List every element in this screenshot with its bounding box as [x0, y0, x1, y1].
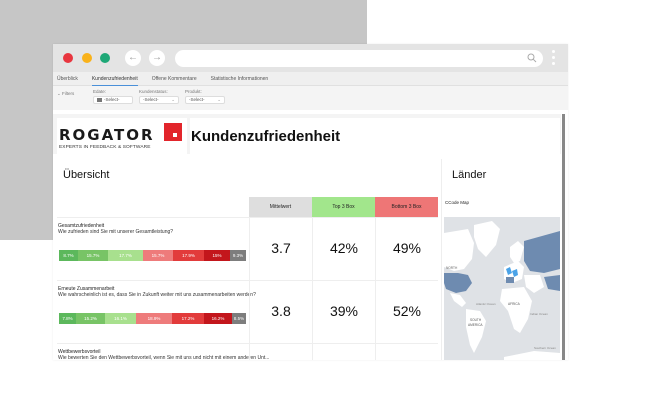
filter-bar: ⌄ Filters Edate: -Select- Kundenstatus: … — [53, 86, 568, 110]
filters-toggle[interactable]: ⌄ Filters — [57, 91, 75, 96]
column-header-top3: Top 3 Box — [312, 197, 375, 217]
filter-label: Edate: — [93, 89, 107, 94]
filter-kundenstatus: Kundenstatus: -Select- ⌄ — [139, 89, 179, 104]
bar-segment: 15.7% — [143, 250, 173, 261]
svg-text:NORTH: NORTH — [446, 266, 458, 270]
edate-input[interactable]: -Select- — [93, 96, 133, 104]
question-title: Gesamtzufriedenheit — [58, 223, 105, 229]
bar-segment: 7.8% — [59, 313, 76, 324]
filter-produkt: Produkt: -Select- ⌄ — [185, 89, 225, 104]
svg-text:SOUTH: SOUTH — [470, 318, 482, 322]
logo-wordmark: ROGATOR — [59, 126, 155, 144]
close-window-button[interactable] — [63, 53, 73, 63]
laender-title: Länder — [452, 169, 487, 181]
table-row: Gesamtzufriedenheit Wie zufrieden sind S… — [57, 217, 438, 281]
arrow-left-icon: ← — [128, 52, 138, 63]
map-label: CCode Map — [445, 200, 470, 205]
overview-panel: Übersicht Mittelwert Top 3 Box Bottom 3 … — [57, 159, 438, 360]
search-icon[interactable] — [527, 53, 537, 63]
bar-segment: 15.7% — [78, 250, 108, 261]
svg-text:AFRICA: AFRICA — [508, 302, 521, 306]
question-text: Wie wahrscheinlich ist es, dass Sie in Z… — [58, 292, 256, 298]
question-title: Wettbewerbsvorteil — [58, 349, 101, 355]
tab-statistische-informationen[interactable]: Statistische Informationen — [210, 75, 269, 82]
world-map-graphic: NORTH Atlantic Ocean AFRICA SOUTH AMERIC… — [444, 221, 560, 360]
svg-text:Indian Ocean: Indian Ocean — [530, 312, 548, 316]
filter-label: Produkt: — [185, 89, 202, 94]
tab-kundenzufriedenheit[interactable]: Kundenzufriedenheit — [91, 72, 138, 86]
logo-tagline: EXPERTS IN FEEDBACK & SOFTWARE — [59, 145, 151, 150]
tab-ueberblick[interactable]: Überblick — [57, 75, 78, 82]
arrow-right-icon: → — [152, 52, 162, 63]
distribution-bar: 7.8% 15.2% 16.1% 18.9% 17.2% 16.2% 8.5% — [59, 313, 246, 324]
minimize-window-button[interactable] — [82, 53, 92, 63]
svg-text:Southern Ocean: Southern Ocean — [534, 346, 556, 350]
scrollbar-thumb[interactable] — [562, 114, 565, 360]
kebab-menu-icon[interactable] — [552, 50, 556, 68]
svg-text:Atlantic Ocean: Atlantic Ocean — [476, 302, 496, 306]
bar-segment: 17.7% — [108, 250, 143, 261]
address-bar[interactable] — [175, 50, 543, 67]
bar-segment: 8.5% — [232, 313, 246, 324]
tab-offene-kommentare[interactable]: Offene Kommentare — [151, 75, 197, 82]
bar-segment: 16.2% — [204, 313, 232, 324]
page-title: Kundenzufriedenheit — [190, 118, 560, 155]
bar-segment: 17.9% — [173, 250, 204, 261]
produkt-select[interactable]: -Select- ⌄ — [185, 96, 225, 104]
logo-square-icon — [164, 123, 182, 141]
maximize-window-button[interactable] — [100, 53, 110, 63]
laender-panel: Länder CCode Map — [441, 159, 561, 360]
bar-segment: 15% — [204, 250, 230, 261]
world-map[interactable]: NORTH Atlantic Ocean AFRICA SOUTH AMERIC… — [444, 217, 560, 360]
question-text: Wie zufrieden sind Sie mit unserer Gesam… — [58, 229, 174, 235]
column-header-bottom3: Bottom 3 Box — [375, 197, 438, 217]
rogator-logo: ROGATOR EXPERTS IN FEEDBACK & SOFTWARE — [57, 118, 187, 155]
dashboard-header: ROGATOR EXPERTS IN FEEDBACK & SOFTWARE K… — [53, 114, 561, 155]
kundenstatus-select[interactable]: -Select- ⌄ — [139, 96, 179, 104]
tab-bar: Überblick Kundenzufriedenheit Offene Kom… — [53, 72, 568, 86]
svg-text:AMERICA: AMERICA — [468, 323, 483, 327]
bar-segment: 9.3% — [230, 250, 246, 261]
table-row: Wettbewerbsvorteil Wie bewerten Sie den … — [57, 343, 438, 360]
bar-segment: 18.9% — [136, 313, 172, 324]
bar-segment: 8.7% — [59, 250, 78, 261]
chevron-down-icon: ⌄ — [217, 97, 221, 102]
bar-segment: 16.1% — [105, 313, 136, 324]
column-header-mittelwert: Mittelwert — [249, 197, 312, 217]
question-title: Erneute Zusammenarbeit — [58, 286, 115, 292]
question-text: Wie bewerten Sie den Wettbewerbsvorteil,… — [58, 355, 270, 360]
filter-edate: Edate: -Select- — [93, 89, 133, 104]
chevron-down-icon: ⌄ — [171, 97, 175, 102]
filter-label: Kundenstatus: — [139, 89, 168, 94]
browser-window: ← → Überblick Kundenzufriedenheit Offene… — [53, 44, 568, 360]
bar-segment: 15.2% — [76, 313, 105, 324]
vertical-scrollbar[interactable] — [562, 114, 565, 360]
calendar-icon — [97, 97, 102, 102]
table-row: Erneute Zusammenarbeit Wie wahrscheinlic… — [57, 280, 438, 344]
bar-segment: 17.2% — [172, 313, 204, 324]
browser-titlebar: ← → — [53, 44, 568, 72]
back-button[interactable]: ← — [125, 50, 141, 66]
distribution-bar: 8.7% 15.7% 17.7% 15.7% 17.9% 15% 9.3% — [59, 250, 246, 261]
overview-title: Übersicht — [63, 169, 110, 181]
forward-button[interactable]: → — [149, 50, 165, 66]
